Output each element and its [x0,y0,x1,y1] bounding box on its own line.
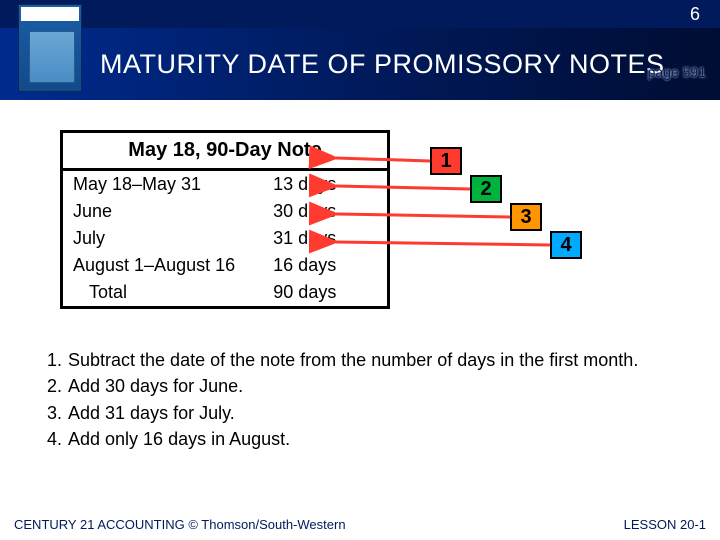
steps-list: 1. Subtract the date of the note from th… [44,348,664,453]
step-text: Subtract the date of the note from the n… [68,348,664,372]
days-cell: 31 days [269,225,387,252]
footer-left: CENTURY 21 ACCOUNTING © Thomson/South-We… [14,517,346,532]
step-item: 3. Add 31 days for July. [44,401,664,425]
page-reference: page 591 [648,64,706,80]
table-header: May 18, 90-Day Note [63,133,387,171]
step-text: Add 31 days for July. [68,401,664,425]
days-cell: 13 days [269,171,387,198]
slide-title: MATURITY DATE OF PROMISSORY NOTES [100,49,665,80]
table-row: August 1–August 16 16 days [63,252,387,279]
callout-3: 3 [510,203,542,231]
note-calculation-table: May 18, 90-Day Note May 18–May 31 13 day… [60,130,390,309]
total-days: 90 days [269,279,387,306]
period-cell: July [63,225,269,252]
footer-right: LESSON 20-1 [624,517,706,532]
step-item: 2. Add 30 days for June. [44,374,664,398]
title-bar: MATURITY DATE OF PROMISSORY NOTES page 5… [0,28,720,100]
slide-number: 6 [690,4,700,25]
period-cell: June [63,198,269,225]
callout-4: 4 [550,231,582,259]
footer: CENTURY 21 ACCOUNTING © Thomson/South-We… [14,517,706,532]
days-cell: 16 days [269,252,387,279]
table-row: Total 90 days [63,279,387,306]
days-cell: 30 days [269,198,387,225]
period-cell: May 18–May 31 [63,171,269,198]
book-cover-thumbnail [18,4,82,92]
step-item: 4. Add only 16 days in August. [44,427,664,451]
callout-2: 2 [470,175,502,203]
step-item: 1. Subtract the date of the note from th… [44,348,664,372]
step-text: Add only 16 days in August. [68,427,664,451]
content-area: May 18, 90-Day Note May 18–May 31 13 day… [0,100,720,309]
step-text: Add 30 days for June. [68,374,664,398]
top-bar: 6 [0,0,720,28]
callout-1: 1 [430,147,462,175]
period-cell: August 1–August 16 [63,252,269,279]
table-row: July 31 days [63,225,387,252]
table-row: May 18–May 31 13 days [63,171,387,198]
table-row: June 30 days [63,198,387,225]
total-label: Total [63,279,269,306]
